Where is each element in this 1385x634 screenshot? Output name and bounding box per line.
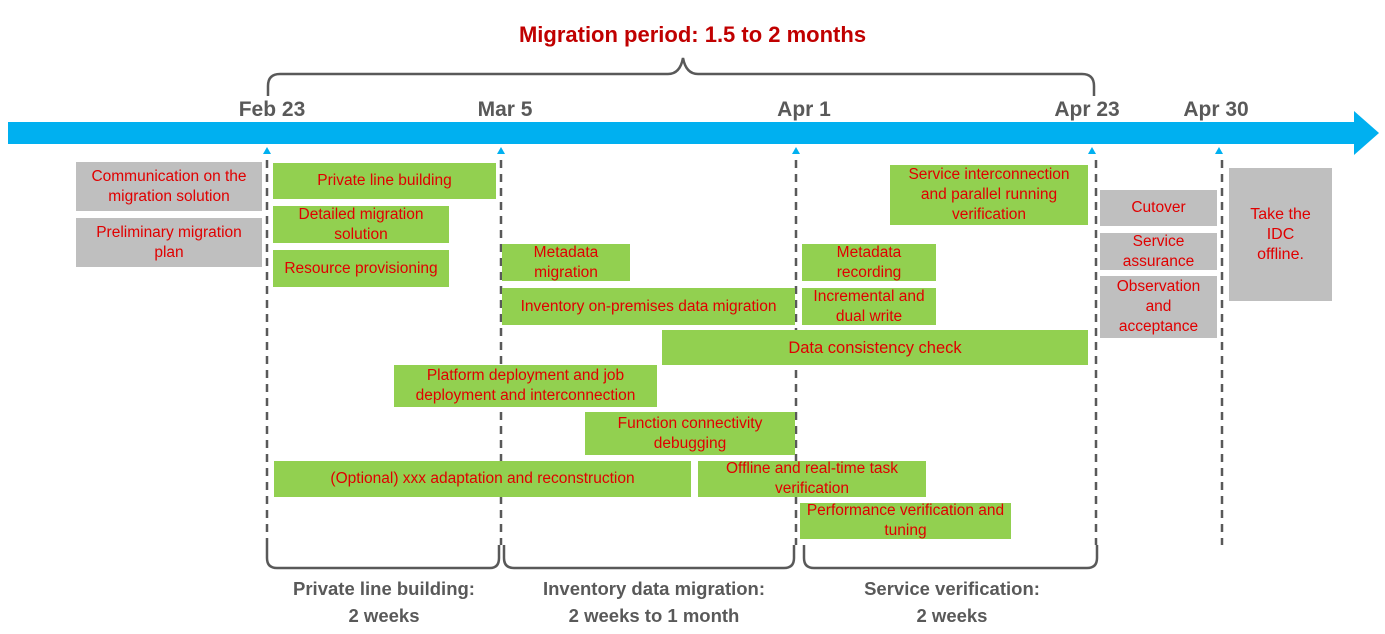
task-platform-deployment: Platform deployment and job deployment a…	[394, 365, 657, 407]
task-incremental-dual-write: Incremental and dual write	[802, 288, 936, 325]
phase-inventory-duration: 2 weeks to 1 month	[568, 605, 740, 626]
phase-private-line-title: Private line building:	[293, 578, 475, 599]
task-performance-tuning: Performance verification and tuning	[800, 502, 1011, 539]
phase-service: Service verification: 2 weeks	[864, 575, 1040, 629]
timeline-bar	[8, 122, 1358, 144]
task-preliminary-plan: Preliminary migration plan	[76, 218, 262, 267]
milestone-markers	[263, 147, 1223, 154]
date-label: Apr 23	[1054, 98, 1120, 121]
task-offline-realtime: Offline and real-time task verification	[698, 460, 926, 497]
task-inventory-data-migration: Inventory on-premises data migration	[502, 288, 795, 325]
migration-period-brace	[266, 57, 1096, 96]
date-label: Mar 5	[477, 98, 533, 121]
task-private-line-building: Private line building	[273, 163, 496, 199]
task-function-debugging: Function connectivity debugging	[585, 412, 795, 455]
task-service-interconnection: Service interconnection and parallel run…	[890, 165, 1088, 225]
phase-service-title: Service verification:	[864, 578, 1040, 599]
task-cutover: Cutover	[1100, 190, 1217, 226]
date-label: Apr 1	[777, 98, 831, 121]
task-take-idc-offline: Take the IDC offline.	[1229, 168, 1332, 301]
task-resource-provisioning: Resource provisioning	[273, 250, 449, 287]
task-metadata-recording: Metadata recording	[802, 244, 936, 281]
task-optional-adaptation: (Optional) xxx adaptation and reconstruc…	[274, 461, 691, 497]
phase-private-line: Private line building: 2 weeks	[293, 575, 475, 629]
task-metadata-migration: Metadata migration	[502, 244, 630, 281]
phase-inventory: Inventory data migration: 2 weeks to 1 m…	[543, 575, 765, 629]
phase-private-line-duration: 2 weeks	[348, 605, 420, 626]
task-observation-acceptance: Observation and acceptance	[1100, 276, 1217, 338]
timeline-arrowhead	[1354, 111, 1379, 155]
phase-brackets	[265, 545, 1099, 570]
task-detailed-solution: Detailed migration solution	[273, 206, 449, 243]
migration-period-title: Migration period: 1.5 to 2 months	[518, 22, 867, 47]
phase-inventory-title: Inventory data migration:	[542, 578, 766, 599]
task-data-consistency-check: Data consistency check	[662, 330, 1088, 365]
date-label: Apr 30	[1183, 98, 1249, 121]
date-label: Feb 23	[238, 98, 306, 121]
task-service-assurance: Service assurance	[1100, 233, 1217, 270]
phase-service-duration: 2 weeks	[916, 605, 988, 626]
task-communication: Communication on the migration solution	[76, 162, 262, 211]
